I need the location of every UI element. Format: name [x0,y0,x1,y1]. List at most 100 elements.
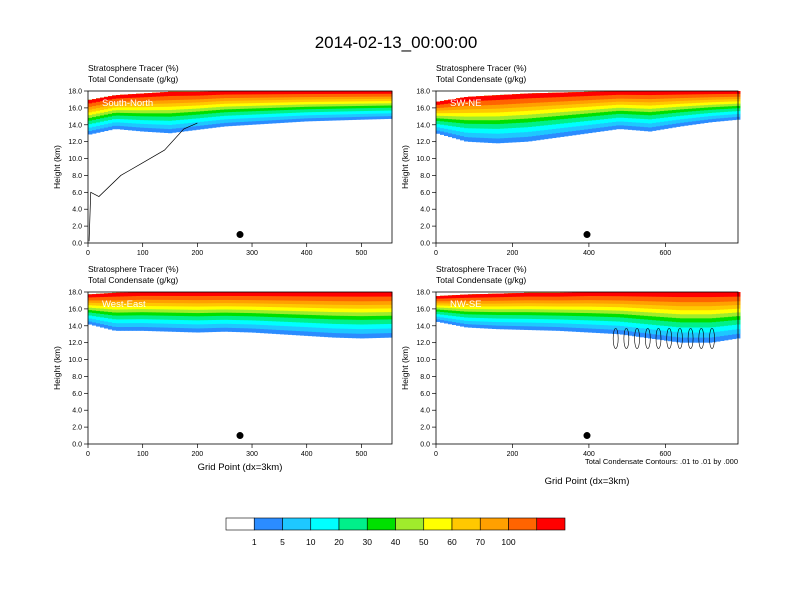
tracer-band [464,294,469,298]
tracer-band [676,292,681,298]
tracer-band [624,292,629,297]
condensate-contour [709,328,715,349]
tracer-band [124,292,129,297]
panel-label: NW-SE [450,299,482,310]
tracer-band [88,294,93,298]
panel-title-condensate: Total Condensate (g/kg) [436,275,526,285]
tracer-band [716,91,721,95]
tracer-band [312,292,317,297]
tracer-band [348,292,353,297]
tracer-band [724,292,729,297]
tracer-band [96,293,101,298]
tracer-band [732,292,737,297]
tracer-band [688,292,693,298]
tracer-band [572,292,577,297]
tracer-band [92,294,97,298]
tracer-band [136,93,141,102]
tracer-band [556,92,561,98]
location-marker [236,432,244,440]
tracer-band [160,292,165,300]
tracer-band [376,91,381,94]
tracer-band [172,292,177,296]
plot-frame [435,291,739,445]
tracer-band [604,91,609,96]
tracer-band [196,91,201,96]
tracer-band [596,91,601,100]
tracer-band [100,97,105,105]
tracer-band [260,292,265,297]
colorbar-swatch [423,517,453,531]
tracer-band [452,295,457,299]
y-tick-label: 0.0 [72,241,82,248]
y-tick-label: 12.0 [68,340,82,347]
x-tick-label: 200 [192,451,204,458]
tracer-band [120,94,125,99]
tracer-band [692,292,697,298]
y-tick-label: 4.0 [72,207,82,214]
tracer-band [180,91,185,96]
tracer-band [528,93,533,99]
tracer-band [548,92,553,98]
tracer-band [632,292,637,297]
colorbar-swatch [253,517,283,531]
tracer-band [196,292,201,297]
x-tick-label: 500 [356,451,368,458]
tracer-band [304,292,309,297]
tracer-band [292,91,297,95]
tracer-band [300,91,305,95]
tracer-band [136,93,141,98]
tracer-band [484,95,489,101]
tracer-band [244,292,249,301]
tracer-band [460,97,465,107]
tracer-band [528,93,533,104]
tracer-band [236,91,241,95]
tracer-band [292,292,297,297]
tracer-band [440,100,445,105]
tracer-band [348,91,353,94]
y-tick-label: 16.0 [68,105,82,112]
tracer-band [160,292,165,296]
tracer-band [136,292,141,297]
tracer-band [144,93,149,98]
panel-title-condensate: Total Condensate (g/kg) [88,74,178,84]
tracer-band [472,96,477,102]
tracer-band [244,292,249,297]
condensate-contour [644,328,651,349]
tracer-band [444,295,449,302]
tracer-band [520,293,525,297]
tracer-band [204,91,209,96]
tracer-band [644,91,649,96]
tracer-band [284,91,289,95]
tracer-band [592,91,597,96]
tracer-band [308,91,313,95]
tracer-band [716,292,721,297]
tracer-band [284,292,289,297]
tracer-band [248,91,253,95]
tracer-band [640,292,645,297]
tracer-band [564,92,569,97]
colorbar-swatch [282,517,312,531]
x-tick-label: 0 [434,451,438,458]
tracer-band [612,292,617,297]
tracer-band [352,91,357,94]
panel-title-tracer: Stratosphere Tracer (%) [436,63,527,73]
tracer-band [664,91,669,95]
panel-label: West-East [102,299,146,310]
tracer-band [604,292,609,297]
y-tick-label: 6.0 [72,190,82,197]
tracer-band [580,92,585,101]
tracer-band [612,91,617,96]
condensate-contour [634,328,640,349]
tracer-band [708,91,713,95]
colorbar-label: 10 [306,537,316,547]
tracer-band [156,292,161,296]
x-axis-label: Grid Point (dx=3km) [545,476,630,487]
tracer-band [316,292,321,297]
tracer-band [656,91,661,95]
tracer-band [280,292,285,297]
plot-frame [87,90,393,244]
condensate-contour [612,328,619,349]
tracer-band [728,91,733,94]
y-tick-label: 0.0 [420,442,430,449]
tracer-band [172,91,177,96]
